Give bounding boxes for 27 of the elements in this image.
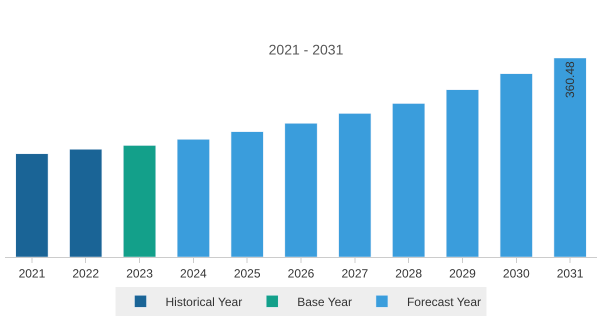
- bar: [230, 131, 264, 257]
- x-tick-label: 2031: [556, 266, 584, 280]
- bar: [500, 73, 533, 257]
- bar: [338, 113, 372, 257]
- x-tick-label: 2026: [288, 266, 315, 280]
- x-tick-label: 2025: [234, 266, 261, 280]
- x-tick-label: 2021: [18, 266, 46, 280]
- bar: [123, 145, 156, 257]
- x-tick-label: 2027: [341, 266, 368, 280]
- x-tick-label: 2028: [395, 266, 422, 280]
- bar: [69, 149, 102, 257]
- legend-label: Base Year: [297, 295, 352, 310]
- x-tick-label: 2024: [180, 266, 208, 280]
- x-tick-label: 2022: [72, 266, 100, 280]
- data-label: 360.48: [563, 61, 578, 98]
- legend-label: Historical Year: [166, 295, 242, 310]
- bar: [16, 154, 48, 257]
- legend-label: Forecast Year: [406, 295, 481, 310]
- bar: [284, 123, 318, 257]
- chart-title: 2021 - 2031: [268, 42, 344, 58]
- bar: [446, 89, 479, 257]
- x-tick-label: 2023: [126, 266, 154, 280]
- bar: [392, 103, 426, 257]
- x-tick-label: 2030: [502, 266, 530, 280]
- x-tick-label: 2029: [449, 266, 476, 280]
- bar: [554, 58, 586, 257]
- bar: [176, 139, 210, 257]
